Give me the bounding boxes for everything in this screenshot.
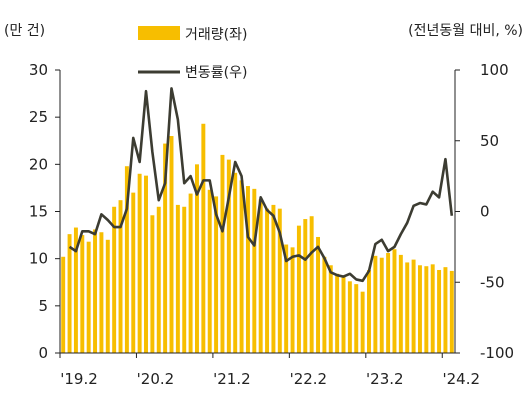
volume-bar: [182, 206, 187, 353]
volume-bar: [258, 199, 263, 353]
volume-bar: [150, 215, 155, 353]
volume-bar: [265, 208, 270, 353]
volume-bar: [443, 267, 448, 353]
volume-bar: [201, 123, 206, 354]
right-tick-label: -50: [480, 273, 505, 291]
volume-bar: [252, 188, 257, 353]
volume-bar: [277, 208, 282, 353]
volume-bar: [188, 193, 193, 353]
left-unit-label: (만 건): [4, 23, 45, 39]
volume-bar: [328, 265, 333, 353]
left-tick-label: 15: [29, 203, 48, 221]
right-tick-label: 100: [480, 61, 509, 79]
legend-bar-swatch: [138, 26, 180, 40]
volume-bar: [411, 259, 416, 353]
x-tick-label: '24.2: [442, 370, 480, 388]
volume-bar: [284, 244, 289, 353]
volume-bar: [233, 172, 238, 353]
volume-bar: [341, 276, 346, 353]
right-tick-label: -100: [480, 344, 514, 362]
volume-bar: [354, 284, 359, 353]
change-rate-line: [68, 87, 454, 283]
volume-bar: [73, 227, 78, 353]
volume-bar: [93, 229, 98, 353]
volume-bar: [424, 266, 429, 353]
x-tick-label: '23.2: [366, 370, 404, 388]
x-tick-label: '20.2: [137, 370, 175, 388]
volume-bar: [105, 239, 110, 353]
volume-bar: [220, 154, 225, 353]
volume-bar: [214, 196, 219, 353]
volume-bar: [392, 249, 397, 353]
volume-bar: [207, 189, 212, 353]
volume-bar: [169, 136, 174, 353]
volume-bar: [195, 164, 199, 353]
line-layer: [68, 87, 454, 283]
volume-bar: [163, 143, 168, 353]
volume-bar: [131, 192, 136, 353]
volume-bar: [296, 225, 301, 353]
right-tick-label: 50: [480, 132, 499, 150]
left-tick-label: 20: [29, 155, 48, 173]
legend-line-label: 변동률(우): [185, 65, 247, 81]
volume-bar: [316, 236, 320, 353]
volume-bar: [386, 253, 391, 353]
left-tick-label: 0: [38, 344, 48, 362]
volume-bar: [137, 173, 142, 353]
volume-bar: [309, 216, 314, 353]
volume-bar: [335, 273, 340, 353]
x-tick-label: '19.2: [60, 370, 98, 388]
volume-bar: [226, 159, 231, 353]
volume-bar: [99, 232, 104, 353]
volume-bar: [112, 206, 117, 353]
x-tick-label: '21.2: [213, 370, 251, 388]
volume-bar: [379, 257, 384, 353]
volume-bar: [175, 204, 180, 353]
legend-bar-label: 거래량(좌): [185, 27, 247, 43]
volume-bar: [449, 270, 454, 353]
volume-bar: [271, 204, 276, 353]
volume-bar: [437, 269, 442, 353]
volume-bar: [80, 235, 85, 353]
volume-bar: [124, 166, 129, 353]
volume-bar: [322, 256, 327, 353]
volume-bar: [405, 262, 410, 353]
volume-bar: [360, 291, 365, 353]
volume-bar: [239, 180, 244, 353]
legend: 거래량(좌) 변동률(우): [138, 26, 247, 81]
ticks-layer: 0 5 10 15 20 25 30 -100 -50 0 50 100 '19.2 '20.2 '21.2…: [29, 61, 514, 388]
volume-bar: [86, 241, 91, 353]
left-tick-label: 25: [29, 108, 48, 126]
left-tick-label: 10: [29, 250, 48, 268]
x-tick-label: '22.2: [290, 370, 328, 388]
volume-bar: [430, 264, 435, 353]
left-tick-label: 5: [38, 297, 48, 315]
bars-layer: [61, 123, 454, 354]
volume-bar: [373, 255, 378, 353]
volume-bar: [118, 200, 123, 353]
volume-bar: [61, 256, 66, 353]
volume-bar: [303, 219, 308, 353]
volume-bar: [156, 206, 161, 353]
volume-bar: [67, 234, 72, 353]
right-unit-label: (전년동월 대비, %): [408, 23, 523, 39]
volume-bar: [398, 254, 403, 353]
volume-bar: [417, 265, 422, 353]
volume-bar: [144, 175, 148, 353]
volume-bar: [290, 247, 295, 353]
left-tick-label: 30: [29, 61, 48, 79]
volume-bar: [347, 281, 352, 353]
volume-bar: [367, 269, 371, 353]
volume-bar: [245, 186, 250, 353]
right-tick-label: 0: [480, 203, 490, 221]
